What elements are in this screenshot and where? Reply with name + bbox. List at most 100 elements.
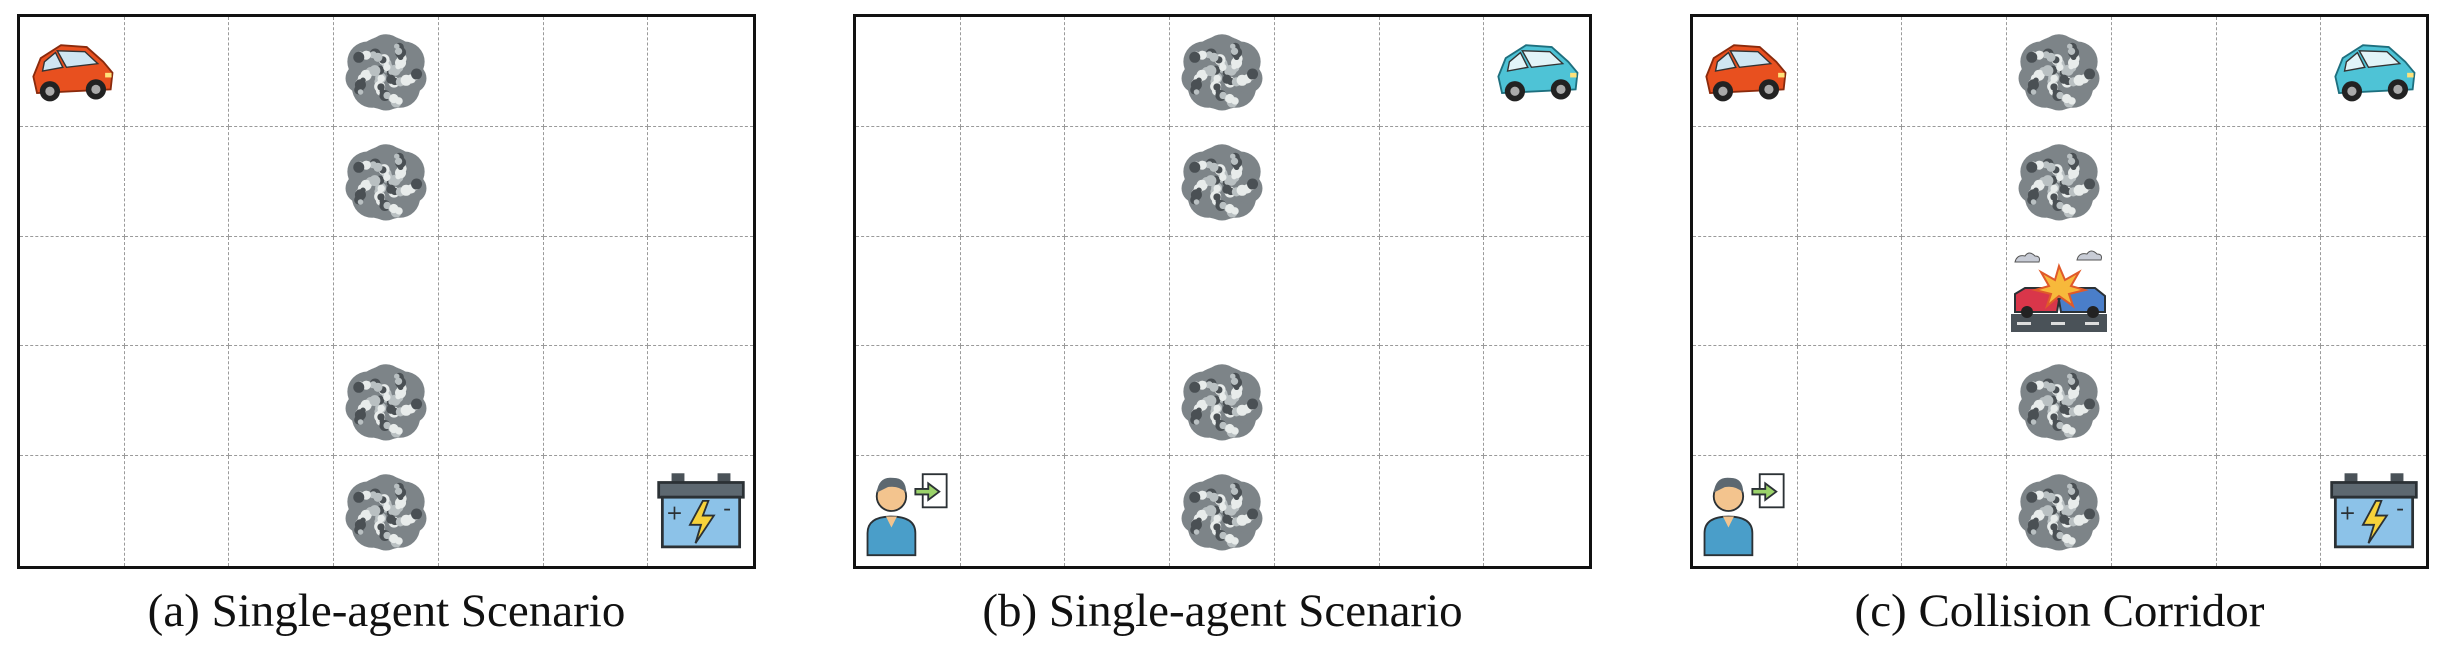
bush-obstacle-icon — [2013, 355, 2105, 447]
grid-cell — [960, 346, 1066, 457]
grid-cell — [2111, 126, 2217, 237]
grid-cell — [2217, 456, 2322, 566]
bush-obstacle-icon — [1176, 355, 1268, 447]
grid-cell — [124, 17, 230, 127]
grid-cell — [1693, 456, 1798, 566]
grid-cell — [856, 346, 961, 457]
grid-world — [853, 14, 1592, 569]
grid-cell — [856, 236, 961, 347]
grid-cell — [1902, 456, 2008, 566]
grid-cell — [1797, 346, 1903, 457]
grid-cell — [961, 456, 1066, 566]
grid-cell — [1065, 126, 1171, 237]
grid-cell — [1797, 236, 1903, 347]
battery-charging-icon: + - — [2328, 471, 2420, 551]
grid-cell — [2216, 17, 2322, 127]
grid-cell — [1170, 456, 1275, 566]
panel-c: + - (c) Collision Corridor — [1690, 0, 2429, 648]
grid-cell — [856, 17, 961, 127]
grid-cell — [438, 126, 544, 237]
grid-cell — [334, 236, 439, 347]
grid-cell — [124, 346, 230, 457]
grid-cell — [1693, 346, 1798, 457]
bush-obstacle-icon — [340, 25, 432, 117]
grid-cell — [2112, 456, 2217, 566]
grid-cell — [1274, 17, 1380, 127]
grid-cell — [1693, 236, 1798, 347]
grid-cell — [438, 17, 544, 127]
grid-cell — [1274, 346, 1380, 457]
grid-cell — [1902, 126, 2008, 237]
grid-cell — [124, 236, 230, 347]
grid-cell — [438, 346, 544, 457]
blue-car-icon — [2328, 36, 2420, 106]
car-crash-icon — [2009, 248, 2109, 334]
grid-cell — [2111, 236, 2217, 347]
grid-cell — [20, 236, 125, 347]
grid-cell — [1275, 456, 1380, 566]
grid-cell — [856, 456, 961, 566]
grid-cell — [648, 127, 753, 237]
grid-cell — [1170, 126, 1275, 237]
grid-cell — [229, 17, 335, 127]
grid-cell — [1170, 346, 1275, 457]
grid-cell — [1065, 236, 1171, 347]
grid-cell — [1274, 126, 1380, 237]
grid-cell — [20, 456, 125, 566]
grid-world: + - — [17, 14, 756, 569]
grid-cell: + - — [648, 456, 753, 566]
grid-cell — [20, 17, 125, 127]
grid-cell — [334, 126, 439, 237]
grid-cell — [229, 236, 335, 347]
red-car-icon — [26, 36, 118, 106]
grid-cell — [960, 17, 1066, 127]
grid-cell — [125, 456, 230, 566]
svg-text:-: - — [2396, 497, 2404, 522]
grid-cell: + - — [2321, 456, 2426, 566]
grid-cell — [1170, 236, 1275, 347]
bush-obstacle-icon — [340, 465, 432, 557]
grid-cell — [229, 126, 335, 237]
grid-cell — [2216, 236, 2322, 347]
grid-cell — [2216, 346, 2322, 457]
grid-cell — [1693, 17, 1798, 127]
grid-cell — [1484, 127, 1589, 237]
grid-cell — [648, 237, 753, 347]
grid-cell — [20, 126, 125, 237]
grid-cell — [1379, 236, 1485, 347]
grid-cell — [2007, 126, 2112, 237]
person-exit-icon — [1699, 465, 1791, 557]
bush-obstacle-icon — [1176, 25, 1268, 117]
grid-cell — [124, 126, 230, 237]
grid-cell — [2007, 346, 2112, 457]
panel-caption: (a) Single-agent Scenario — [147, 585, 626, 637]
grid-cell — [1379, 346, 1485, 457]
grid-cell — [229, 346, 335, 457]
grid-cell — [2321, 237, 2426, 347]
grid-cell — [1274, 236, 1380, 347]
grid-cell — [2216, 126, 2322, 237]
grid-cell — [334, 17, 439, 127]
grid-cell — [2007, 17, 2112, 127]
grid-cell — [648, 17, 753, 127]
grid-cell — [543, 346, 649, 457]
grid-cell — [334, 456, 439, 566]
grid-cell — [2321, 17, 2426, 127]
grid-cell — [2007, 236, 2112, 347]
grid-cell — [20, 346, 125, 457]
grid-cell — [229, 456, 335, 566]
grid-cell — [543, 126, 649, 237]
panel-caption: (b) Single-agent Scenario — [982, 585, 1463, 637]
grid-cell — [856, 126, 961, 237]
grid-cell — [1484, 456, 1589, 566]
grid-cell — [1379, 126, 1485, 237]
grid-cell — [1797, 17, 1903, 127]
grid-cell — [1170, 17, 1275, 127]
grid-cell — [1902, 346, 2008, 457]
grid-cell — [1798, 456, 1903, 566]
panel-caption: (c) Collision Corridor — [1854, 585, 2265, 637]
panel-a: + - (a) Single-agent Scenario — [17, 0, 756, 648]
battery-charging-icon: + - — [655, 471, 747, 551]
grid-cell — [1484, 17, 1589, 127]
bush-obstacle-icon — [1176, 465, 1268, 557]
